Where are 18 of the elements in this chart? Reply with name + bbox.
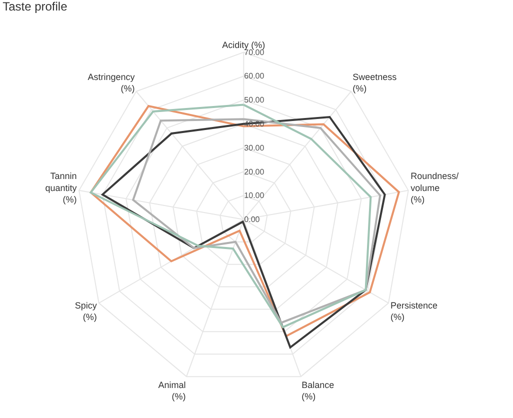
y-tick-label: 0.00 — [244, 215, 260, 224]
y-tick-label: 30.00 — [244, 143, 265, 152]
y-tick-label: 50.00 — [244, 96, 265, 105]
y-tick-label: 20.00 — [244, 167, 265, 176]
spoke-label: Sweetness (%) — [352, 72, 398, 94]
spoke-label: Roundness/ volume (%) — [410, 171, 460, 204]
y-tick-label: 40.00 — [244, 120, 265, 129]
spoke-label: Astringency (%) — [88, 72, 136, 94]
chart-title: Taste profile — [2, 0, 68, 14]
y-tick-label: 60.00 — [244, 72, 265, 81]
spoke-label: Spicy (%) — [74, 300, 98, 322]
y-tick-label: 10.00 — [244, 191, 265, 200]
spoke-label: Balance (%) — [302, 380, 334, 402]
spoke-label: Acidity (%) — [222, 40, 266, 50]
spoke-label: Tannin quantity (%) — [45, 171, 78, 204]
spoke-label: Animal (%) — [158, 380, 186, 402]
spoke-label: Persistence (%) — [390, 300, 438, 322]
y-tick-label: 70.00 — [244, 48, 265, 57]
